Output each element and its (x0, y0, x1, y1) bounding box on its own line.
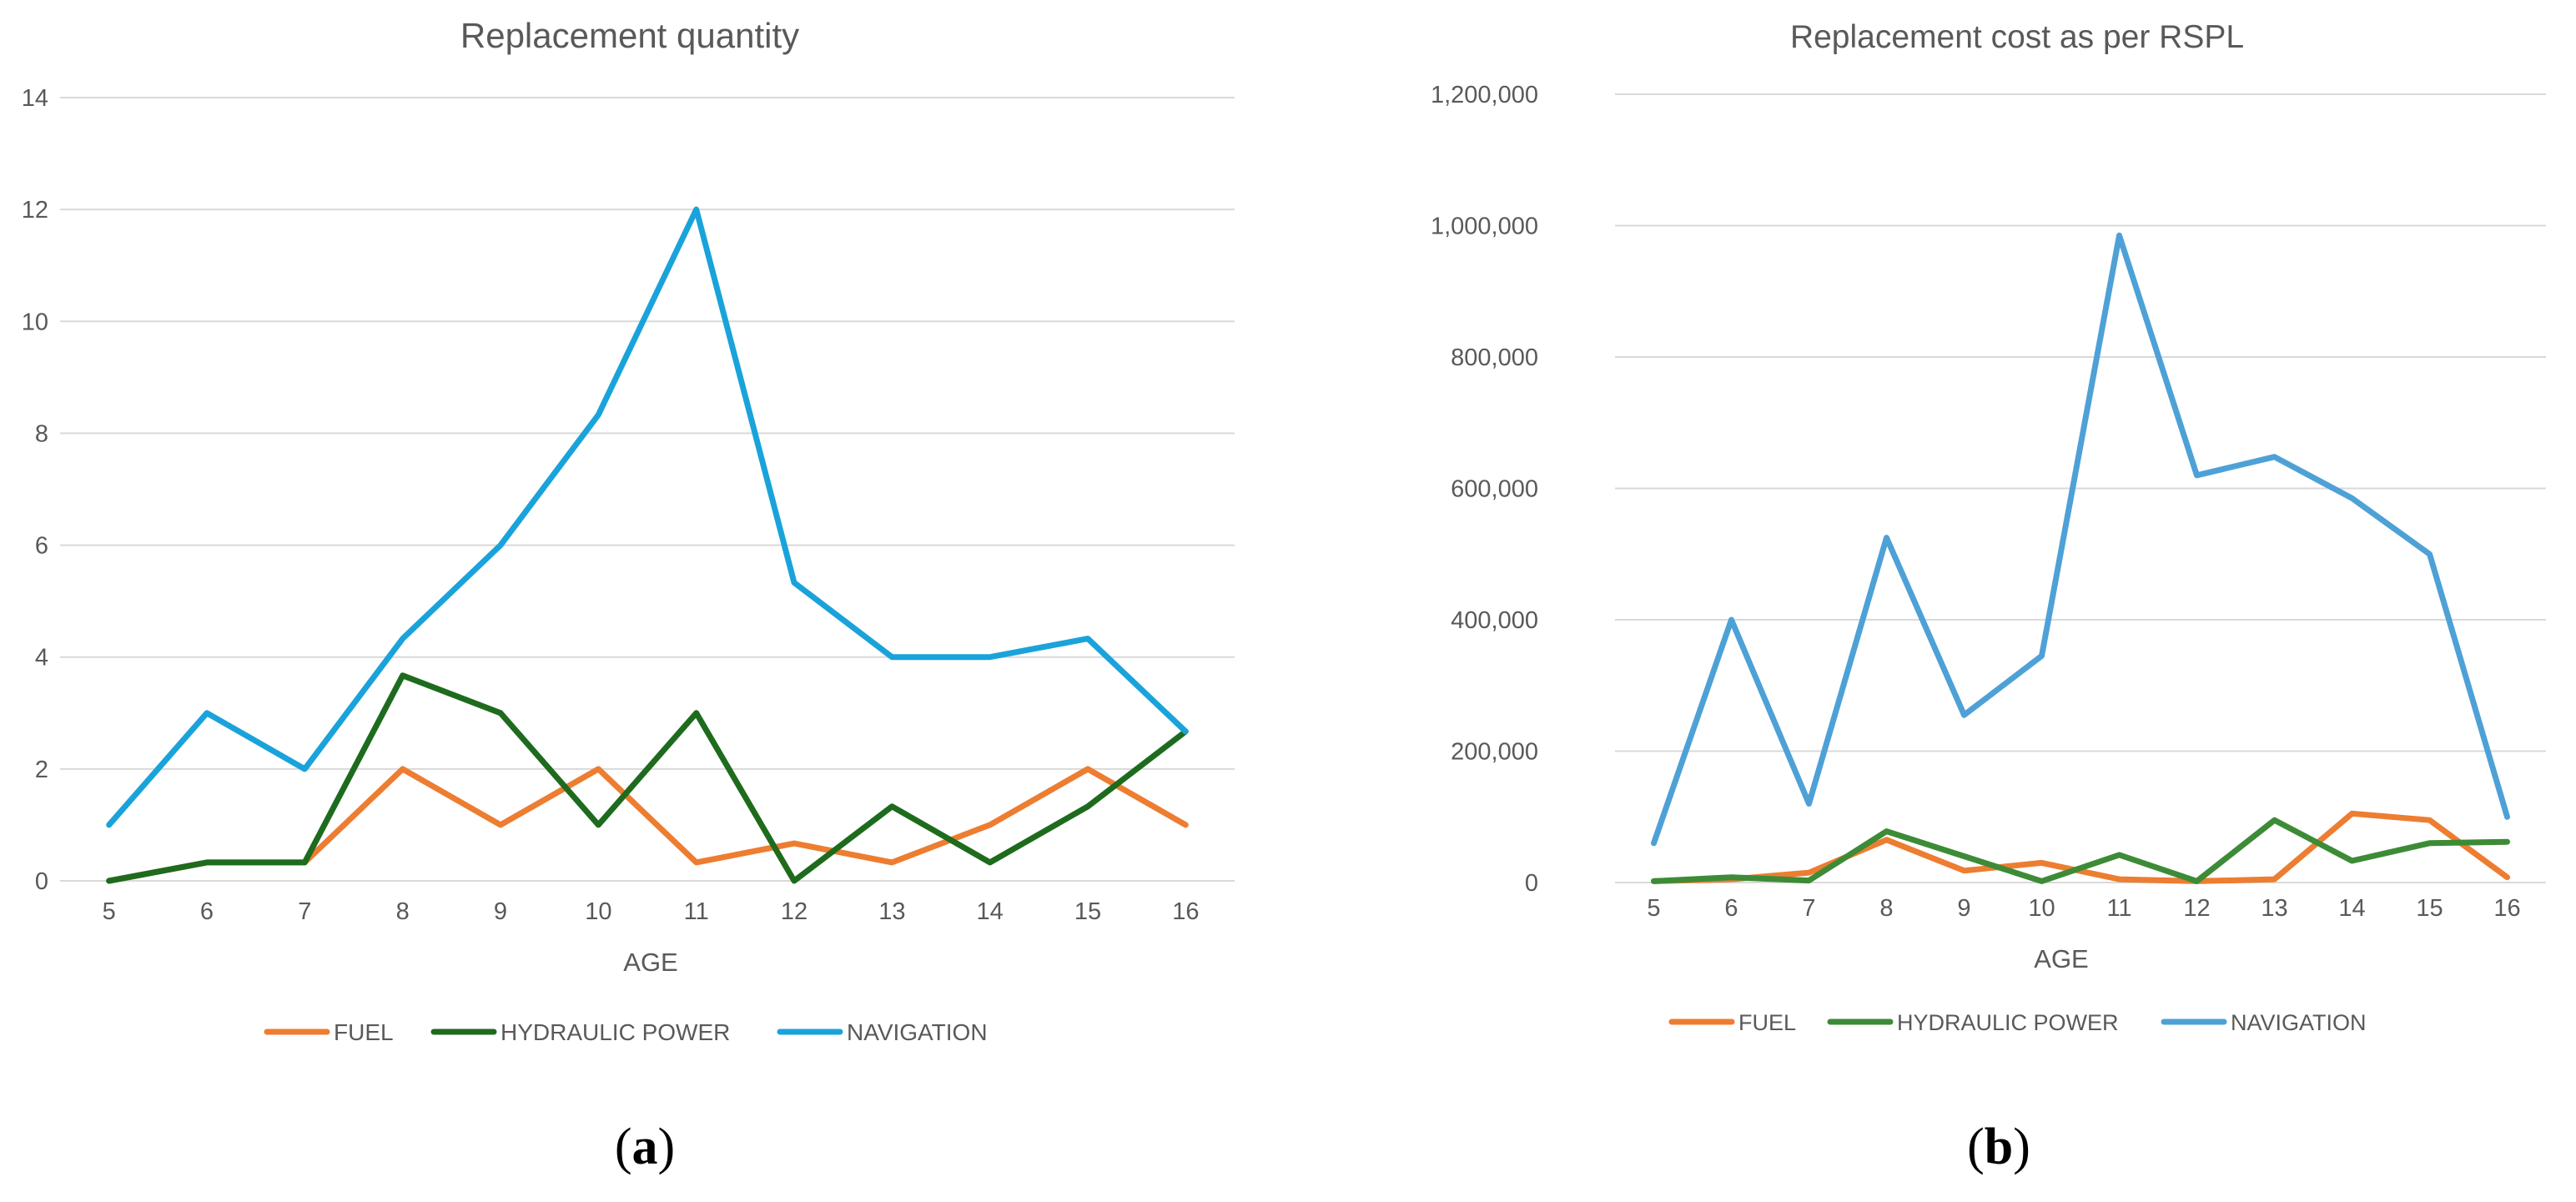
y-tick-labels: 0 200,000 400,000 600,000 800,000 1,000,000 1,… (1431, 82, 1538, 897)
legend-item: FUEL (1668, 1010, 1796, 1035)
series-line-navigation (106, 206, 1189, 828)
x-tick-label: 16 (2493, 895, 2520, 922)
y-tick-label: 400,000 (1451, 607, 1538, 634)
legend-label: FUEL (334, 1019, 394, 1045)
legend-item: HYDRAULIC POWER (430, 1019, 730, 1045)
legend-item: NAVIGATION (2161, 1010, 2367, 1035)
x-tick-label: 9 (494, 898, 507, 925)
panel-label-open-paren: ( (615, 1119, 632, 1175)
y-tick-label: 2 (35, 757, 48, 783)
x-tick-label: 11 (2106, 895, 2131, 922)
panel-label: (b) (1967, 1119, 2030, 1175)
legend-label: HYDRAULIC POWER (1897, 1010, 2119, 1035)
x-tick-labels: 5 6 7 8 9 10 11 12 13 14 15 16 (1647, 895, 2520, 922)
y-tick-label: 0 (35, 868, 48, 895)
chart-title: Replacement quantity (460, 16, 799, 55)
x-tick-label: 11 (684, 898, 709, 925)
y-tick-label: 12 (22, 197, 48, 224)
y-tick-label: 200,000 (1451, 739, 1538, 766)
y-tick-label: 600,000 (1451, 476, 1538, 503)
y-tick-labels: 0 2 4 6 8 10 12 14 (22, 85, 48, 895)
legend-label: HYDRAULIC POWER (501, 1019, 730, 1045)
x-tick-label: 8 (1879, 895, 1893, 922)
x-tick-label: 7 (298, 898, 311, 925)
gridlines (60, 97, 1235, 882)
x-tick-label: 10 (585, 898, 611, 925)
x-tick-label: 5 (103, 898, 116, 925)
panel-label-letter: a (632, 1119, 658, 1175)
legend-label: NAVIGATION (2231, 1010, 2367, 1035)
panel-label-open-paren: ( (1967, 1119, 1985, 1175)
x-tick-label: 13 (2261, 895, 2287, 922)
replacement-cost-chart: Replacement cost as per RSPL 0 200,000 400… (1431, 19, 2546, 1175)
y-tick-label: 14 (22, 85, 48, 112)
legend-label: FUEL (1738, 1010, 1796, 1035)
x-tick-label: 15 (1074, 898, 1101, 925)
panel-label-letter: b (1985, 1119, 2013, 1175)
x-tick-label: 6 (1724, 895, 1738, 922)
y-tick-label: 10 (22, 309, 48, 335)
panel-label: (a) (615, 1119, 675, 1175)
x-tick-label: 14 (977, 898, 1004, 925)
y-tick-label: 6 (35, 533, 48, 560)
x-tick-labels: 5 6 7 8 9 10 11 12 13 14 15 16 (103, 898, 1200, 925)
legend-label: NAVIGATION (847, 1019, 988, 1045)
x-tick-label: 9 (1957, 895, 1970, 922)
x-tick-label: 5 (1647, 895, 1660, 922)
panel-label-close-paren: ) (2013, 1119, 2030, 1175)
y-tick-label: 4 (35, 645, 48, 671)
y-tick-label: 1,200,000 (1431, 82, 1538, 108)
x-tick-label: 16 (1172, 898, 1199, 925)
legend-item: NAVIGATION (777, 1019, 988, 1045)
x-tick-label: 10 (2028, 895, 2055, 922)
chart-title: Replacement cost as per RSPL (1790, 19, 2244, 55)
panel-label-close-paren: ) (658, 1119, 676, 1175)
x-axis-title: AGE (623, 948, 677, 977)
y-tick-label: 1,000,000 (1431, 214, 1538, 240)
series-lines (106, 206, 1189, 884)
x-tick-label: 13 (878, 898, 905, 925)
legend: FUEL HYDRAULIC POWER NAVIGATION (1668, 1010, 2367, 1035)
x-tick-label: 15 (2416, 895, 2443, 922)
series-line-navigation (1651, 232, 2510, 847)
y-tick-label: 0 (1525, 870, 1538, 897)
y-tick-label: 8 (35, 420, 48, 447)
legend-item: FUEL (264, 1019, 394, 1045)
series-line-hydraulic-power (106, 672, 1189, 884)
series-line-hydraulic-power (1651, 817, 2510, 884)
x-tick-label: 7 (1802, 895, 1815, 922)
x-tick-label: 12 (2183, 895, 2210, 922)
replacement-quantity-chart: Replacement quantity 0 2 4 6 8 10 12 14 5 6 7 8 9 10… (22, 16, 1235, 1175)
x-tick-label: 14 (2338, 895, 2365, 922)
legend-item: HYDRAULIC POWER (1827, 1010, 2119, 1035)
x-axis-title: AGE (2034, 944, 2088, 973)
series-lines (1651, 232, 2510, 884)
y-tick-label: 800,000 (1451, 345, 1538, 371)
x-tick-label: 6 (200, 898, 214, 925)
x-tick-label: 12 (781, 898, 808, 925)
x-tick-label: 8 (396, 898, 410, 925)
legend: FUEL HYDRAULIC POWER NAVIGATION (264, 1019, 988, 1045)
gridlines (1615, 93, 2546, 883)
